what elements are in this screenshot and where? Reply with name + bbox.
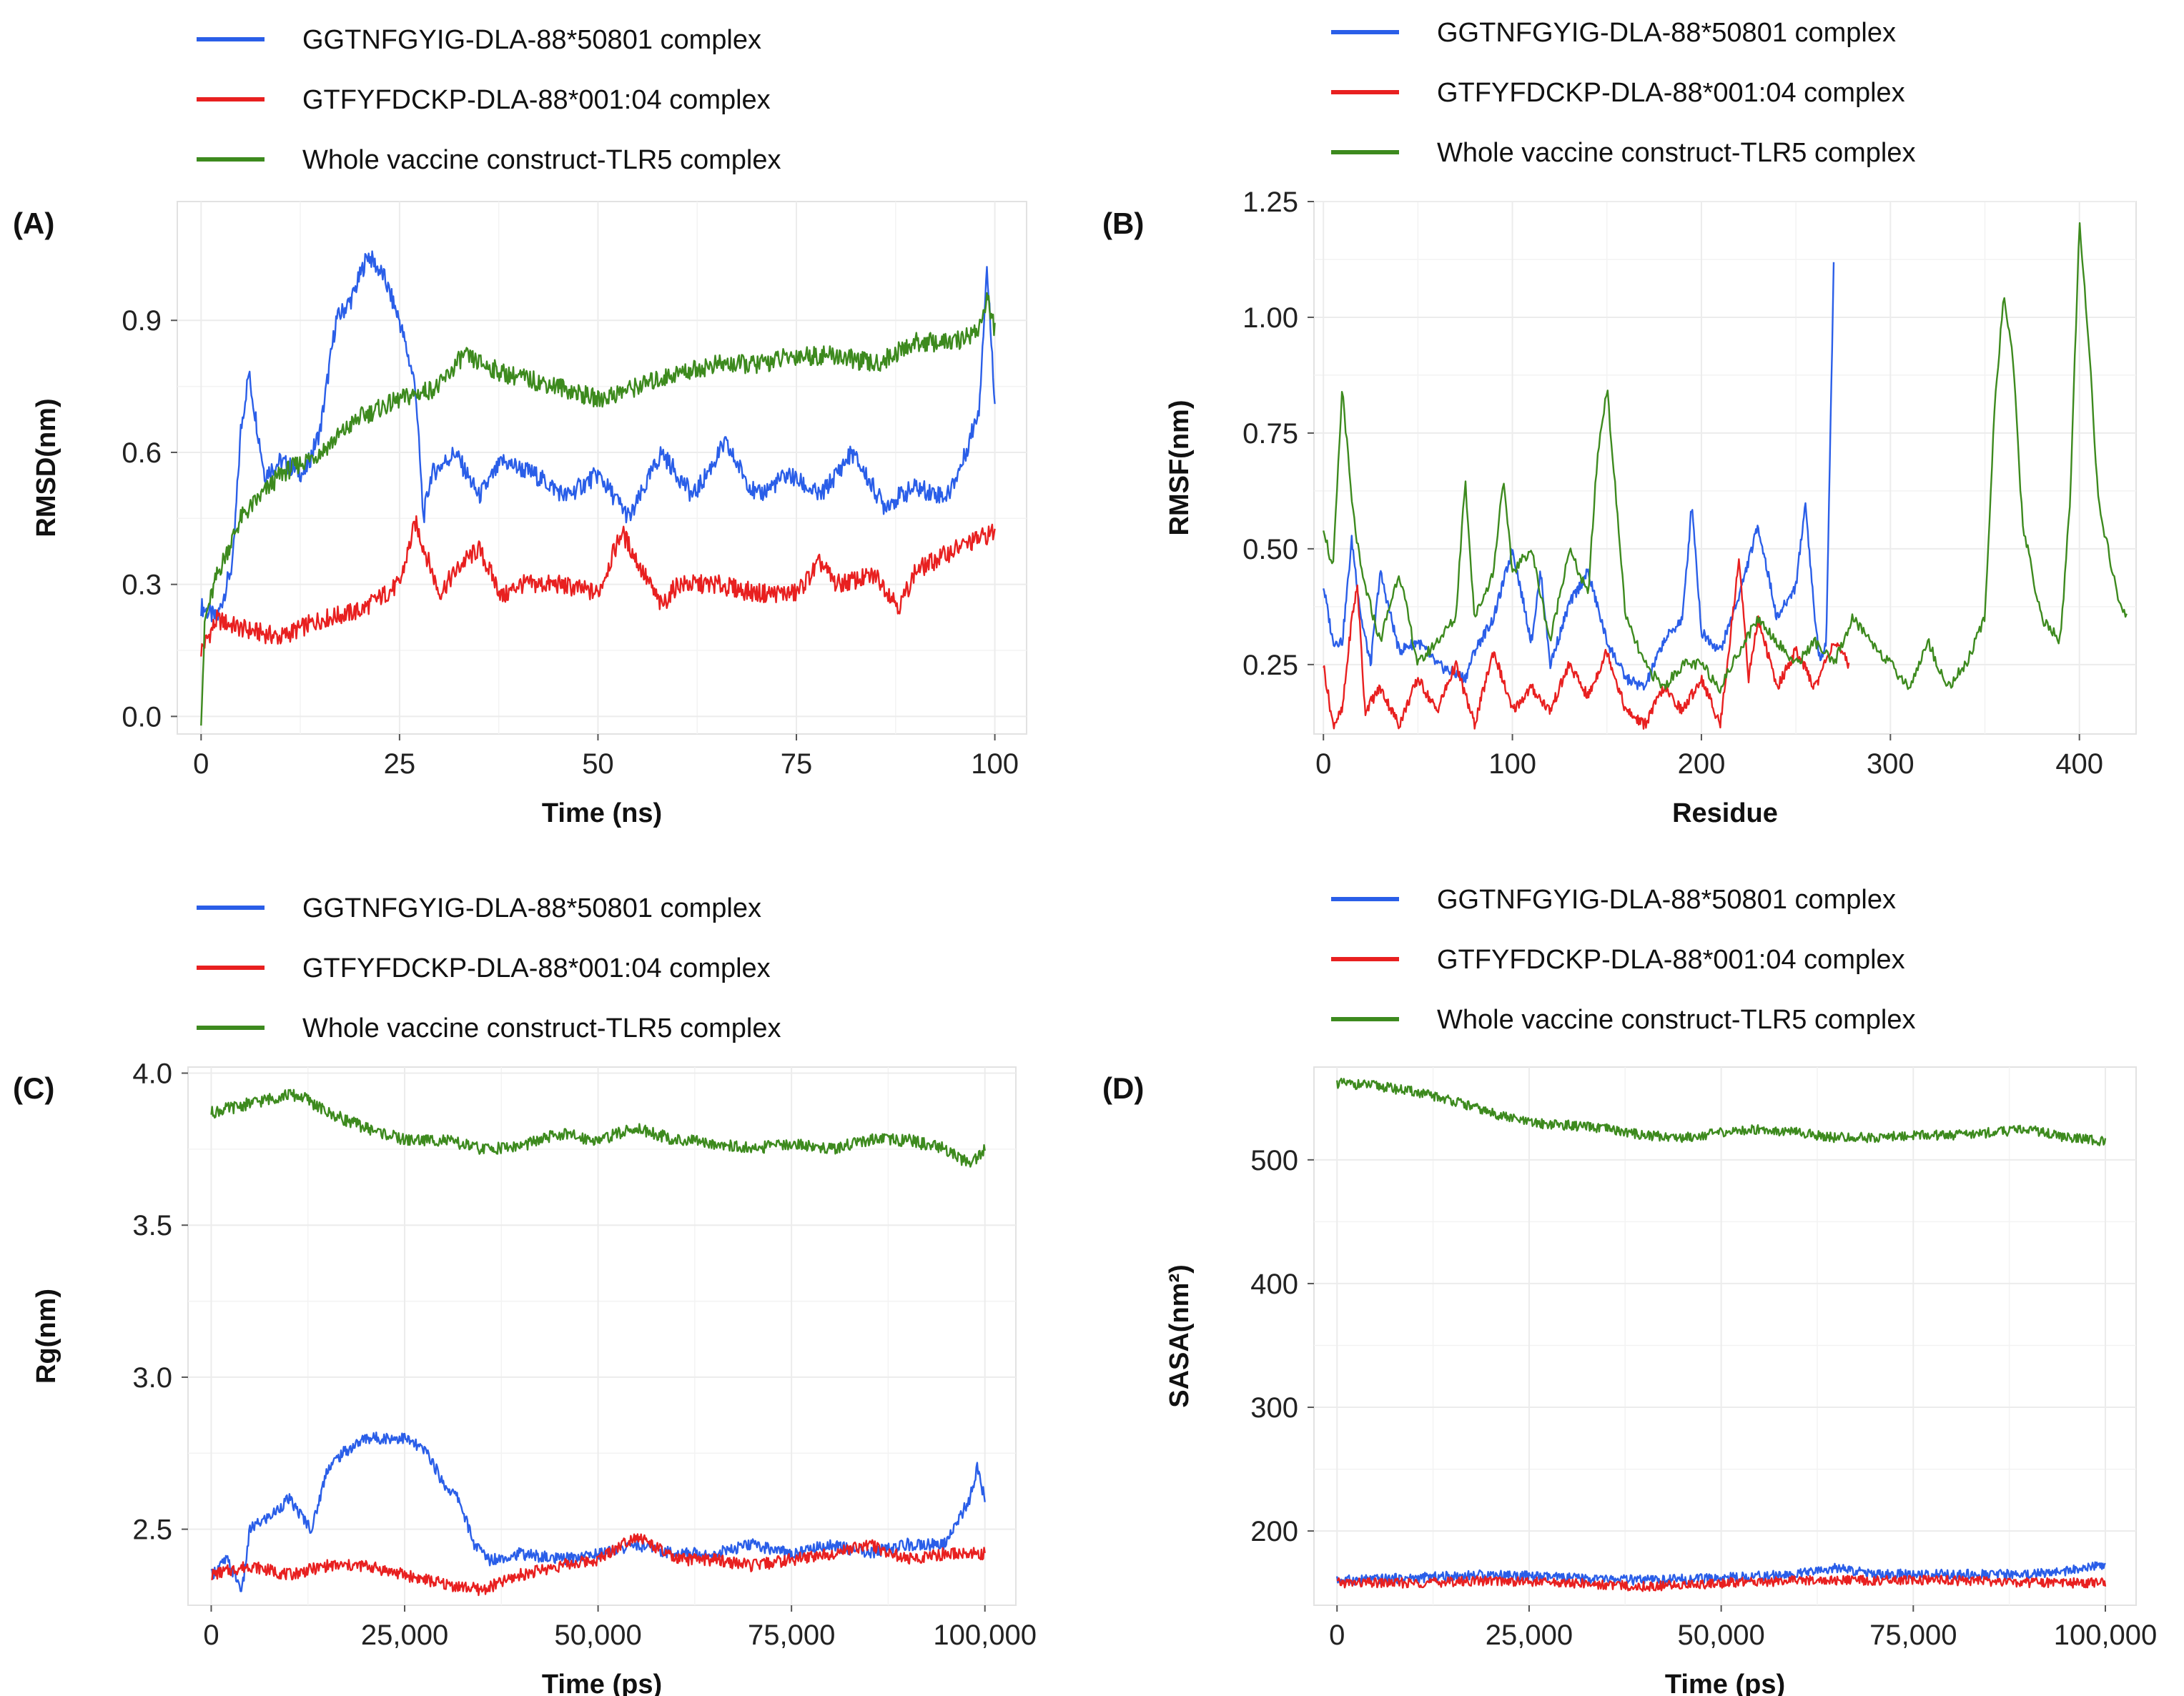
panel-label: (C) — [13, 1071, 54, 1105]
y-tick-label: 300 — [1250, 1392, 1298, 1424]
legend-label: GGTNFGYIG-DLA-88*50801 complex — [302, 893, 761, 923]
x-tick-label: 25,000 — [1486, 1620, 1573, 1651]
grid — [188, 1067, 1016, 1605]
legend: GGTNFGYIG-DLA-88*50801 complex GTFYFDCKP-… — [197, 893, 781, 1043]
legend: GGTNFGYIG-DLA-88*50801 complex GTFYFDCKP-… — [1331, 18, 1915, 168]
x-tick-label: 75,000 — [748, 1620, 835, 1651]
y-tick-label: 0.25 — [1242, 650, 1298, 681]
plot-area — [1313, 1066, 2137, 1606]
x-tick-label: 200 — [1678, 748, 1726, 780]
x-tick-label: 100,000 — [933, 1620, 1037, 1651]
legend-label: Whole vaccine construct-TLR5 complex — [1437, 138, 1915, 168]
series-line — [1336, 1574, 2107, 1592]
legend: GGTNFGYIG-DLA-88*50801 complex GTFYFDCKP-… — [1331, 885, 1915, 1035]
plot-area — [177, 201, 1027, 735]
x-tick-label: 50,000 — [1677, 1620, 1764, 1651]
x-tick-label: 0 — [1315, 748, 1331, 780]
legends: GGTNFGYIG-DLA-88*50801 complex GTFYFDCKP-… — [197, 18, 1915, 1043]
y-tick-label: 0.75 — [1242, 418, 1298, 450]
y-tick-label: 2.5 — [132, 1514, 172, 1546]
x-tick-label: 100 — [1488, 748, 1536, 780]
y-axis-title: SASA(nm²) — [1165, 1264, 1195, 1408]
x-tick-label: 0 — [193, 748, 209, 780]
plot-area — [187, 1066, 1017, 1606]
y-tick-label: 3.0 — [132, 1362, 172, 1394]
series-line — [200, 292, 996, 726]
series-line — [1336, 1077, 2107, 1146]
series-line — [200, 515, 996, 657]
y-tick-label: 0.3 — [122, 570, 162, 601]
grid — [1314, 1067, 2136, 1605]
y-tick-label: 200 — [1250, 1516, 1298, 1547]
series-line — [1323, 262, 1835, 691]
x-tick-label: 300 — [1867, 748, 1914, 780]
legend-label: Whole vaccine construct-TLR5 complex — [302, 1013, 781, 1043]
x-tick-label: 50,000 — [554, 1620, 641, 1651]
y-tick-label: 500 — [1250, 1145, 1298, 1176]
legend-label: GGTNFGYIG-DLA-88*50801 complex — [1437, 885, 1896, 915]
y-tick-label: 1.25 — [1242, 187, 1298, 218]
grid — [1314, 201, 2136, 734]
legend-label: GGTNFGYIG-DLA-88*50801 complex — [1437, 18, 1896, 48]
plot-area — [1313, 201, 2137, 735]
y-tick-label: 0.6 — [122, 437, 162, 469]
y-tick-label: 0.50 — [1242, 534, 1298, 565]
x-axis-title: Residue — [1672, 798, 1778, 828]
y-axis-title: RMSF(nm) — [1165, 400, 1195, 536]
x-tick-label: 25,000 — [361, 1620, 448, 1651]
series-line — [1323, 558, 1850, 730]
legend-label: Whole vaccine construct-TLR5 complex — [302, 145, 781, 175]
panels: 0 25 50 75 100 0.0 0.3 0.6 0.9 Time (ns) RMSD(nm) (… — [13, 187, 2157, 1696]
x-axis-title: Time (ns) — [542, 798, 662, 828]
panel-label: (B) — [1102, 207, 1144, 240]
y-axis-title: RMSD(nm) — [31, 398, 61, 537]
x-tick-label: 25 — [384, 748, 416, 780]
legend-label: GTFYFDCKP-DLA-88*001:04 complex — [302, 85, 771, 115]
legend-label: GTFYFDCKP-DLA-88*001:04 complex — [1437, 78, 1905, 108]
series-line — [210, 1088, 986, 1168]
x-tick-label: 0 — [203, 1620, 219, 1651]
y-tick-label: 4.0 — [132, 1058, 172, 1090]
x-tick-label: 100,000 — [2054, 1620, 2158, 1651]
y-tick-label: 0.0 — [122, 701, 162, 733]
series-line — [200, 250, 996, 623]
x-axis-title: Time (ps) — [542, 1670, 662, 1696]
chart-panel-c: 0 25,000 50,000 75,000 100,000 2.5 3.0 3.5 4.0 Ti… — [13, 1058, 1037, 1696]
x-tick-label: 75,000 — [1869, 1620, 1957, 1651]
chart-panel-a: 0 25 50 75 100 0.0 0.3 0.6 0.9 Time (ns) RMSD(nm) (… — [13, 201, 1027, 828]
panel-label: (D) — [1102, 1071, 1144, 1105]
series-line — [211, 1533, 986, 1597]
legend-label: Whole vaccine construct-TLR5 complex — [1437, 1005, 1915, 1035]
y-tick-label: 400 — [1250, 1269, 1298, 1300]
legend-label: GTFYFDCKP-DLA-88*001:04 complex — [1437, 945, 1905, 975]
y-axis-title: Rg(nm) — [31, 1289, 61, 1384]
chart-panel-b: 0 100 200 300 400 0.25 0.50 0.75 1.00 1.25 Residue… — [1102, 187, 2137, 828]
x-tick-label: 50 — [582, 748, 614, 780]
x-tick-label: 0 — [1329, 1620, 1345, 1651]
series-line — [1323, 222, 2128, 694]
legend-label: GTFYFDCKP-DLA-88*001:04 complex — [302, 953, 771, 983]
x-axis-title: Time (ps) — [1665, 1670, 1785, 1696]
chart-panel-d: 0 25,000 50,000 75,000 100,000 200 300 400 500 Ti… — [1102, 1066, 2158, 1696]
legend-label: GGTNFGYIG-DLA-88*50801 complex — [302, 25, 761, 55]
y-tick-label: 0.9 — [122, 305, 162, 337]
panel-label: (A) — [13, 207, 54, 240]
legend: GGTNFGYIG-DLA-88*50801 complex GTFYFDCKP-… — [197, 25, 781, 175]
x-tick-label: 75 — [781, 748, 813, 780]
x-tick-label: 400 — [2055, 748, 2103, 780]
y-tick-label: 1.00 — [1242, 302, 1298, 334]
x-tick-label: 100 — [971, 748, 1019, 780]
y-tick-label: 3.5 — [132, 1210, 172, 1241]
